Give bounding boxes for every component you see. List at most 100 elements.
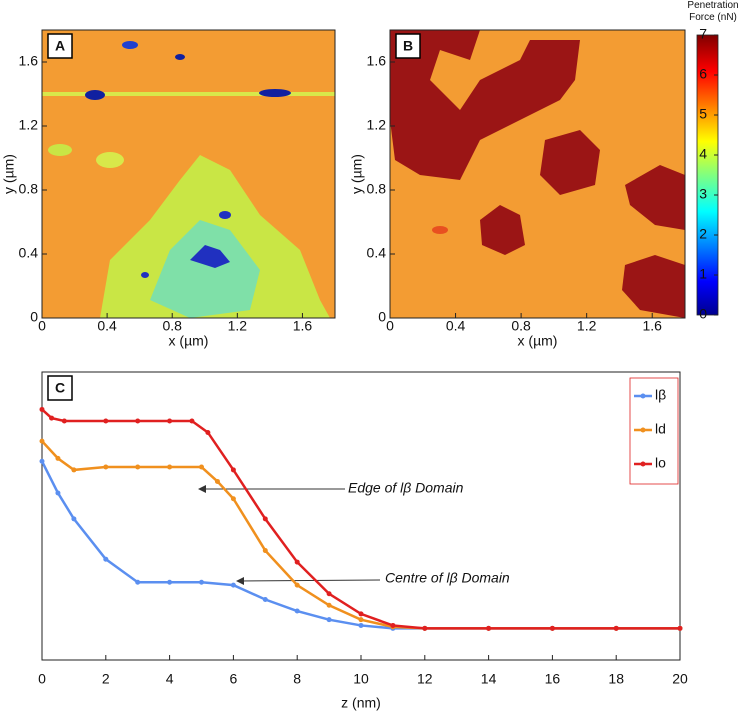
x-tick-label: 12 (417, 671, 433, 687)
colorbar-label: Penetration Force (nN) (687, 0, 739, 23)
colorbar-tick-label: 0 (699, 306, 707, 322)
x-tick-label: 18 (608, 671, 624, 687)
panel-label: C (55, 380, 65, 396)
y-tick-label: 1.6 (367, 53, 387, 69)
x-axis-label: x (µm) (518, 333, 558, 349)
x-tick-label: 2 (102, 671, 110, 687)
series-point (262, 516, 268, 522)
series-point (214, 478, 220, 484)
x-tick-label: 0 (38, 318, 46, 334)
series-point (189, 418, 195, 424)
plot-frame (41, 29, 336, 319)
y-tick-label: 1.2 (367, 117, 387, 133)
panel-label-box (47, 33, 73, 59)
series-point (358, 611, 364, 617)
x-tick-label: 1.2 (577, 318, 597, 334)
series-point (262, 597, 268, 603)
series-point (294, 582, 300, 588)
y-tick-label: 1.2 (19, 117, 39, 133)
series-point (135, 464, 141, 470)
panel-label-box (47, 375, 73, 401)
y-tick-label: 0.4 (367, 245, 387, 261)
heatmap-texture (390, 30, 685, 318)
x-tick-label: 4 (166, 671, 174, 687)
y-axis-label: y (µm) (349, 154, 365, 194)
x-tick-label: 14 (481, 671, 497, 687)
series-point (326, 591, 332, 597)
y-tick-label: 0 (378, 309, 386, 325)
series-point (71, 467, 77, 473)
annotation-arrowhead (236, 577, 244, 585)
series-point (613, 625, 619, 631)
heatmap-texture (42, 30, 335, 318)
annotation: Centre of lβ Domain (385, 570, 510, 586)
series-point (326, 617, 332, 623)
series-point (230, 582, 236, 588)
series-point (103, 418, 109, 424)
x-tick-label: 1.6 (293, 318, 313, 334)
series-point (39, 406, 45, 412)
series-point (55, 490, 61, 496)
series-point (294, 559, 300, 565)
series-point (103, 464, 109, 470)
x-tick-label: 8 (293, 671, 301, 687)
x-axis-label: x (µm) (169, 333, 209, 349)
y-tick-label: 0.8 (367, 181, 387, 197)
series-point (39, 438, 45, 444)
x-axis-label: z (nm) (341, 695, 381, 711)
x-tick-label: 1.2 (228, 318, 248, 334)
panel-label-box (395, 33, 421, 59)
series-point (39, 458, 45, 464)
legend-marker (640, 427, 646, 433)
x-tick-label: 20 (672, 671, 688, 687)
x-tick-label: 0 (38, 671, 46, 687)
series-point (167, 464, 173, 470)
series-point (358, 622, 364, 628)
colorbar-tick-label: 7 (699, 26, 707, 42)
legend-label: lβ (655, 387, 666, 403)
series-point (262, 548, 268, 554)
y-tick-label: 0.4 (19, 245, 39, 261)
series-point (135, 418, 141, 424)
y-tick-label: 0.8 (19, 181, 39, 197)
plot-frame (41, 371, 681, 661)
x-tick-label: 6 (230, 671, 238, 687)
x-tick-label: 0.8 (511, 318, 531, 334)
x-tick-label: 0 (386, 318, 394, 334)
series-point (486, 625, 492, 631)
series-point (61, 418, 67, 424)
series-point (167, 579, 173, 585)
series-point (167, 418, 173, 424)
annotation: Edge of lβ Domain (348, 480, 464, 496)
colorbar-tick-label: 3 (699, 186, 707, 202)
plot-frame (389, 29, 686, 319)
series-point (358, 617, 364, 623)
y-axis-label: y (µm) (1, 154, 17, 194)
series-point (49, 415, 55, 421)
legend-marker (640, 461, 646, 467)
colorbar-tick-label: 6 (699, 66, 707, 82)
series-point (549, 625, 555, 631)
series-point (199, 464, 204, 470)
series-point (677, 625, 683, 631)
colorbar-tick-label: 1 (699, 266, 707, 282)
annotation-arrow (237, 579, 381, 582)
series-point (326, 602, 332, 608)
x-tick-label: 16 (545, 671, 561, 687)
x-tick-label: 0.4 (97, 318, 117, 334)
legend-marker (640, 393, 646, 399)
series-point (199, 579, 204, 585)
legend-label: ld (655, 421, 666, 437)
series-point (55, 455, 61, 461)
series-point (422, 625, 428, 631)
series-point (205, 429, 211, 435)
series-point (230, 467, 236, 473)
series-point (103, 556, 109, 562)
y-tick-label: 0 (30, 309, 38, 325)
series-point (135, 579, 141, 585)
panel-label: A (55, 38, 65, 54)
series-point (390, 622, 396, 628)
series-point (71, 516, 77, 522)
